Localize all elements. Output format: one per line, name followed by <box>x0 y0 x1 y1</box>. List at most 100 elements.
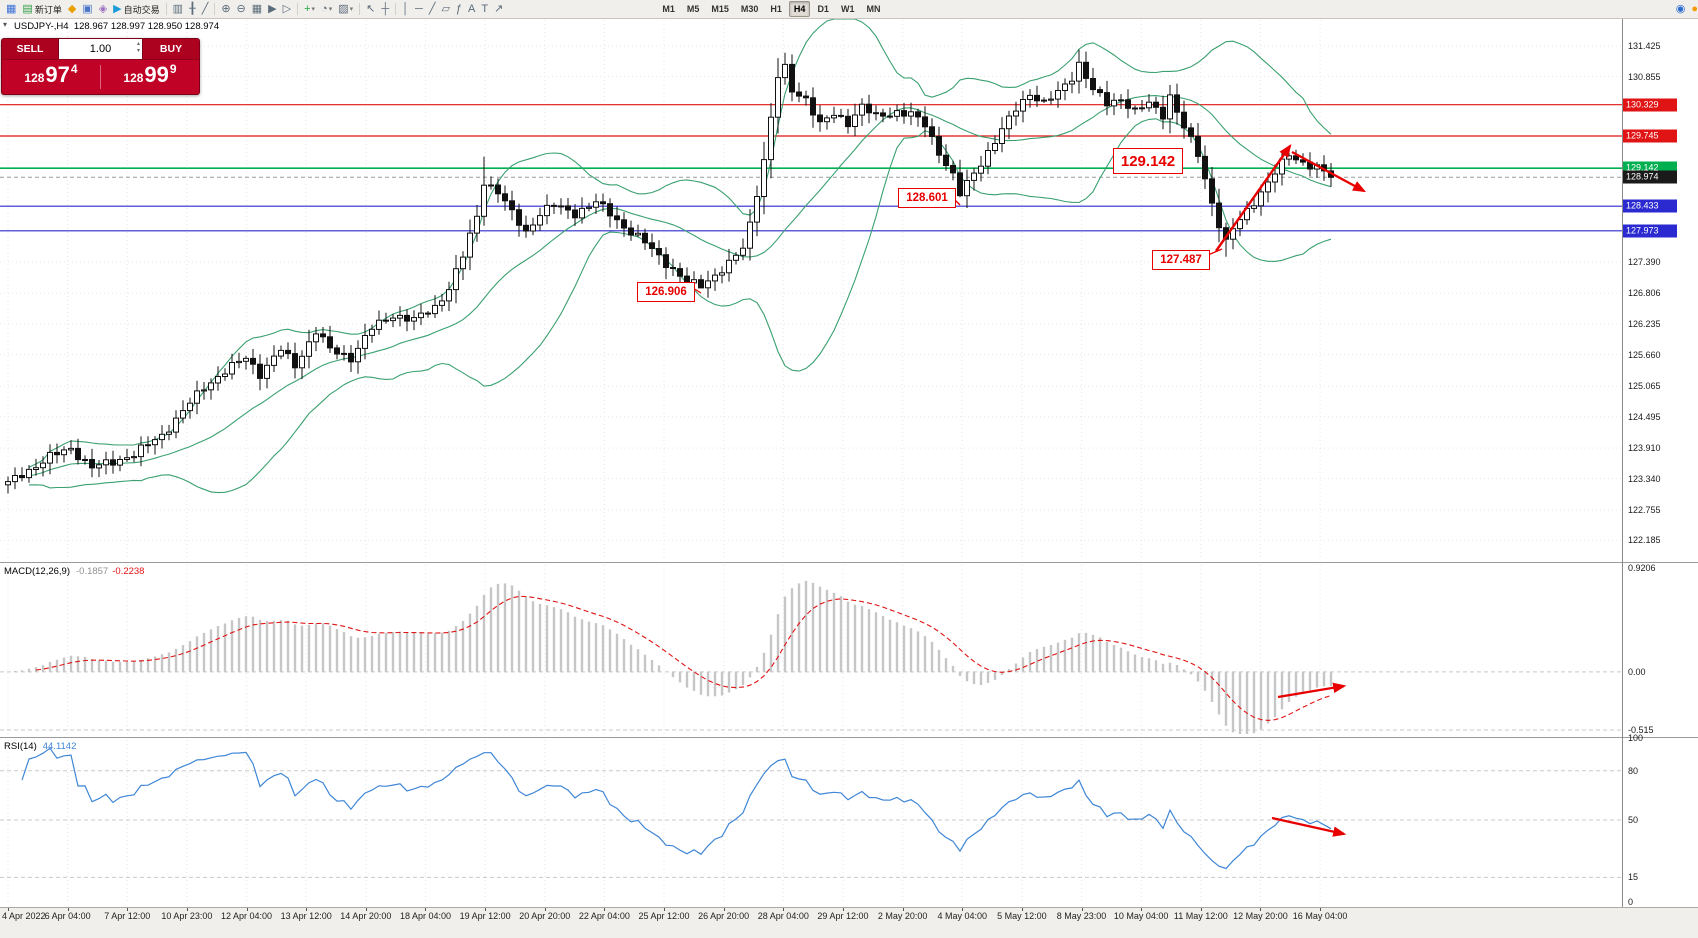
time-axis[interactable]: 4 Apr 2022 6 Apr 04:00 7 Apr 12:00 10 Apr 2… <box>0 907 1698 938</box>
template-button[interactable]: ▨ ▾ <box>336 1 355 17</box>
time-axis-tick-mark <box>306 908 308 911</box>
one-click-trade-panel: SELL 1.00 ▴ ▾ BUY 128 97 4 128 99 9 <box>1 38 200 95</box>
script-icon[interactable]: ◈ <box>97 1 109 17</box>
sell-button[interactable]: SELL <box>2 39 58 59</box>
broker-logo-icon-glyph: ● <box>1691 2 1698 15</box>
line-chart-icon-glyph: ╱ <box>201 2 209 15</box>
time-axis-label[interactable]: 5 May 12:00 <box>997 911 1047 921</box>
time-axis-label[interactable]: 20 Apr 20:00 <box>519 911 571 921</box>
price-axis-tag: 127.973 <box>1623 224 1677 238</box>
volume-input[interactable]: 1.00 ▴ ▾ <box>58 39 143 59</box>
vertical-line-icon[interactable]: │ <box>400 1 411 17</box>
trade-panel-toggle-icon[interactable]: ▾ <box>3 20 8 29</box>
trendline-icon-glyph: ╱ <box>428 2 436 15</box>
fibonacci-icon[interactable]: ƒ <box>454 1 464 17</box>
time-axis-label[interactable]: 28 Apr 04:00 <box>757 911 809 921</box>
time-axis-label[interactable]: 4 May 04:00 <box>937 911 987 921</box>
timeframe-d1-button[interactable]: D1 <box>817 4 829 14</box>
time-axis-label[interactable]: 10 May 04:00 <box>1113 911 1169 921</box>
price-axis-tag: 130.329 <box>1623 98 1677 112</box>
text-tool-icon[interactable]: A <box>466 1 477 17</box>
price-axis-tick: 126.806 <box>1628 288 1661 299</box>
time-axis-label[interactable]: 8 May 23:00 <box>1056 911 1107 921</box>
cursor-icon-glyph: ↖ <box>366 2 376 15</box>
ask-big-digits: 99 <box>144 61 169 87</box>
candlestick-chart-icon[interactable]: ╂ <box>187 1 198 17</box>
add-indicator-button[interactable]: + ▾ <box>302 1 317 17</box>
time-axis-tick-mark <box>186 908 188 911</box>
macd-axis-tick: 0.9206 <box>1628 562 1656 573</box>
price-annotation-label[interactable]: 127.487 <box>1152 250 1210 270</box>
zoom-out-icon[interactable]: ⊖ <box>235 1 248 17</box>
time-axis-label[interactable]: 22 Apr 04:00 <box>578 911 630 921</box>
tile-windows-icon[interactable]: ▦ <box>250 1 264 17</box>
spinner-up-icon[interactable]: ▴ <box>136 41 140 47</box>
bar-chart-icon[interactable]: ▥ <box>171 1 185 17</box>
time-axis-label[interactable]: 10 Apr 23:00 <box>161 911 213 921</box>
time-axis-label[interactable]: 7 Apr 12:00 <box>104 911 151 921</box>
rsi-axis-tick: 50 <box>1628 815 1639 825</box>
chart-shift-icon[interactable]: ▷ <box>281 1 293 17</box>
add-indicator-button-glyph: + <box>304 2 311 15</box>
new-order-button[interactable]: ▤ 新订单 <box>20 1 63 17</box>
time-axis-tick-mark <box>365 908 367 911</box>
time-axis-label[interactable]: 14 Apr 20:00 <box>340 911 392 921</box>
price-axis-tick: 125.660 <box>1628 349 1661 360</box>
time-axis-label[interactable]: 13 Apr 12:00 <box>280 911 332 921</box>
broker-logo-icon[interactable]: ● <box>1689 1 1698 17</box>
time-axis-tick-mark <box>425 908 427 911</box>
spinner-down-icon[interactable]: ▾ <box>136 48 140 55</box>
timeframe-w1-button[interactable]: W1 <box>840 4 855 14</box>
crosshair-icon[interactable]: ┼ <box>379 1 391 17</box>
price-annotation-label[interactable]: 128.601 <box>898 188 956 208</box>
time-axis-label[interactable]: 29 Apr 12:00 <box>817 911 869 921</box>
time-axis-label[interactable]: 4 Apr 2022 <box>2 911 46 921</box>
time-axis-label[interactable]: 2 May 20:00 <box>877 911 928 921</box>
time-axis-label[interactable]: 25 Apr 12:00 <box>638 911 690 921</box>
period-selector-button-glyph: ◔ <box>321 2 328 15</box>
time-axis-label[interactable]: 11 May 12:00 <box>1173 911 1228 921</box>
timeframe-h4-button[interactable]: H4 <box>788 1 811 17</box>
time-axis-label[interactable]: 6 Apr 04:00 <box>44 911 91 921</box>
timeframe-m30-button[interactable]: M30 <box>740 4 759 14</box>
time-axis-label[interactable]: 26 Apr 20:00 <box>698 911 750 921</box>
autotrade-button[interactable]: ▶ 自动交易 <box>111 1 161 17</box>
arrow-tool-icon[interactable]: ↗ <box>492 1 505 17</box>
buy-button[interactable]: BUY <box>143 39 199 59</box>
auto-scroll-icon[interactable]: ▶ <box>266 1 278 17</box>
chart-screenshot-icon[interactable]: ◆ <box>66 1 78 17</box>
period-selector-button[interactable]: ◔ ▾ <box>319 1 334 17</box>
price-annotation-label[interactable]: 129.142 <box>1113 148 1183 174</box>
line-chart-icon[interactable]: ╱ <box>200 1 211 17</box>
time-axis-label[interactable]: 12 May 20:00 <box>1233 911 1288 921</box>
time-axis-label[interactable]: 18 Apr 04:00 <box>399 911 451 921</box>
time-axis-tick-mark <box>962 908 964 911</box>
time-axis-label[interactable]: 12 Apr 04:00 <box>221 911 273 921</box>
new-order-button-label: 新订单 <box>34 4 62 15</box>
auto-scroll-icon-glyph: ▶ <box>268 2 277 15</box>
mailbox-icon[interactable]: ▣ <box>80 1 94 17</box>
volume-spinner[interactable]: ▴ ▾ <box>137 41 140 55</box>
timeframe-mn-button[interactable]: MN <box>866 4 881 14</box>
label-tool-icon[interactable]: T <box>479 1 490 17</box>
main-toolbar: ▦ ▤ 新订单 ◆ ▣ ◈ ▶ 自动交易 ▥ ╂ ╱ ⊕ ⊖ ▦ ▶ ▷ + ▾ ◔ ▾ ▨ ▾ ↖ ┼ │ ─ ╱ ▱ ƒ A T ↗ M… <box>0 0 1698 19</box>
time-axis-label[interactable]: 19 Apr 12:00 <box>459 911 511 921</box>
trendline-icon[interactable]: ╱ <box>427 1 438 17</box>
timeframe-m5-button[interactable]: M5 <box>686 4 700 14</box>
timeframe-h1-button[interactable]: H1 <box>770 4 782 14</box>
time-axis-label[interactable]: 16 May 04:00 <box>1292 911 1348 921</box>
zoom-in-icon[interactable]: ⊕ <box>219 1 232 17</box>
horizontal-line-icon[interactable]: ─ <box>413 1 425 17</box>
timeframe-m15-button[interactable]: M15 <box>711 4 729 14</box>
community-icon[interactable]: ◉ <box>1674 1 1688 17</box>
equidistant-channel-icon-glyph: ▱ <box>441 2 450 15</box>
cursor-icon[interactable]: ↖ <box>364 1 377 17</box>
quote-bar: USDJPY-,H4 128.967 128.997 128.950 128.9… <box>14 21 220 32</box>
price-annotation-label[interactable]: 126.906 <box>637 282 695 302</box>
toolbar-right-group: ◉ ● <box>1673 0 1698 18</box>
text-tool-icon-glyph: A <box>468 2 476 15</box>
equidistant-channel-icon[interactable]: ▱ <box>439 1 451 17</box>
timeframe-m1-button[interactable]: M1 <box>662 4 675 14</box>
terminal-window-icon[interactable]: ▦ <box>4 1 18 17</box>
